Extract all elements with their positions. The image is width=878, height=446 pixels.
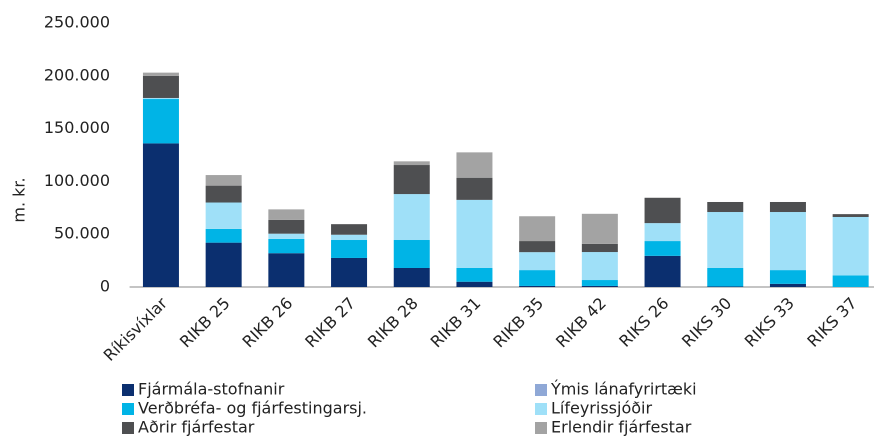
x-tick-label: RIKB 26 <box>239 294 297 352</box>
x-tick-label: RIKS 30 <box>678 294 735 351</box>
bar-segment <box>644 255 681 287</box>
bar-segment <box>205 175 242 186</box>
x-tick-label: RIKS 26 <box>615 294 672 351</box>
x-tick-label: RIKB 25 <box>176 294 234 352</box>
legend-label: Erlendir fjárfestar <box>551 418 692 437</box>
x-tick-label: Ríkisvíxlar <box>100 293 172 365</box>
legend-label: Ýmis lánafyrirtæki <box>550 380 697 399</box>
bar-segment <box>142 72 179 76</box>
bar-segment <box>707 286 744 287</box>
bar-segment <box>519 252 556 271</box>
y-tick-label: 100.000 <box>44 171 110 190</box>
bar-segment <box>456 281 493 287</box>
bar-segment <box>707 267 744 287</box>
x-tick-label: RIKS 33 <box>741 294 798 351</box>
bar-segment <box>456 177 493 200</box>
bar-segment <box>268 238 305 254</box>
legend-swatch <box>535 422 547 434</box>
legend-label: Fjármála-stofnanir <box>138 380 285 399</box>
bar-segment <box>205 242 242 287</box>
y-tick-label: 0 <box>100 277 110 296</box>
bar-segment <box>581 252 618 281</box>
legend-swatch <box>122 384 134 396</box>
bar-segment <box>707 212 744 268</box>
bar-segment <box>519 241 556 253</box>
bar-segment <box>519 216 556 242</box>
bar-segment <box>205 202 242 229</box>
bar-segment <box>393 165 430 195</box>
bar-segment <box>769 201 806 213</box>
y-tick-label: 50.000 <box>54 224 110 243</box>
bar-segment <box>456 199 493 268</box>
bar-segment <box>142 99 179 144</box>
bar-segment <box>456 267 493 282</box>
bar-segment <box>393 240 430 268</box>
bar-segment <box>581 280 618 286</box>
bar-segment <box>519 285 556 287</box>
bar-segment <box>268 253 305 287</box>
bar-segment <box>331 234 368 241</box>
bar-segment <box>769 212 806 271</box>
bar-segment <box>393 194 430 241</box>
x-tick-label: RIKB 28 <box>364 294 422 352</box>
bar-segment <box>393 267 430 287</box>
x-tick-label: RIKB 35 <box>489 294 547 352</box>
bar-segment <box>832 275 869 287</box>
bar-segment <box>268 219 305 234</box>
legend-swatch <box>122 422 134 434</box>
bar-segment <box>519 270 556 286</box>
y-axis-title: m. kr. <box>10 177 29 222</box>
bar-segment <box>769 270 806 284</box>
x-tick-label: RIKB 27 <box>301 294 359 352</box>
legend-swatch <box>535 384 547 396</box>
bar-segment <box>581 285 618 287</box>
bar-segment <box>832 214 869 217</box>
bar-segment <box>644 197 681 224</box>
bar-segment <box>644 241 681 256</box>
bar-segment <box>142 143 179 287</box>
legend-swatch <box>122 403 134 415</box>
bar-segment <box>142 75 179 98</box>
bar-segment <box>644 223 681 242</box>
x-tick-label: RIKS 37 <box>803 294 860 351</box>
bar-segment <box>331 257 368 287</box>
legend-label: Lífeyrissjóðir <box>551 399 652 418</box>
bar-segment <box>205 185 242 203</box>
bar-segment <box>393 161 430 166</box>
bar-segment <box>268 233 305 239</box>
bar-segment <box>268 209 305 220</box>
y-tick-label: 250.000 <box>44 13 110 32</box>
y-tick-label: 150.000 <box>44 118 110 137</box>
bar-segment <box>205 228 242 243</box>
bar-segment <box>456 152 493 178</box>
bar-segment <box>142 97 179 100</box>
legend-label: Aðrir fjárfestar <box>138 418 255 437</box>
bar-segment <box>331 240 368 258</box>
y-tick-label: 200.000 <box>44 65 110 84</box>
legend-label: Verðbréfa- og fjárfestingarsj. <box>138 399 367 418</box>
bar-segment <box>331 224 368 235</box>
bar-segment <box>581 243 618 253</box>
bar-segment <box>707 201 744 213</box>
x-tick-label: RIKB 42 <box>552 294 610 352</box>
x-tick-label: RIKB 31 <box>427 294 485 352</box>
bar-segment <box>769 283 806 287</box>
bar-segment <box>581 213 618 244</box>
legend-swatch <box>535 403 547 415</box>
bar-segment <box>832 216 869 276</box>
